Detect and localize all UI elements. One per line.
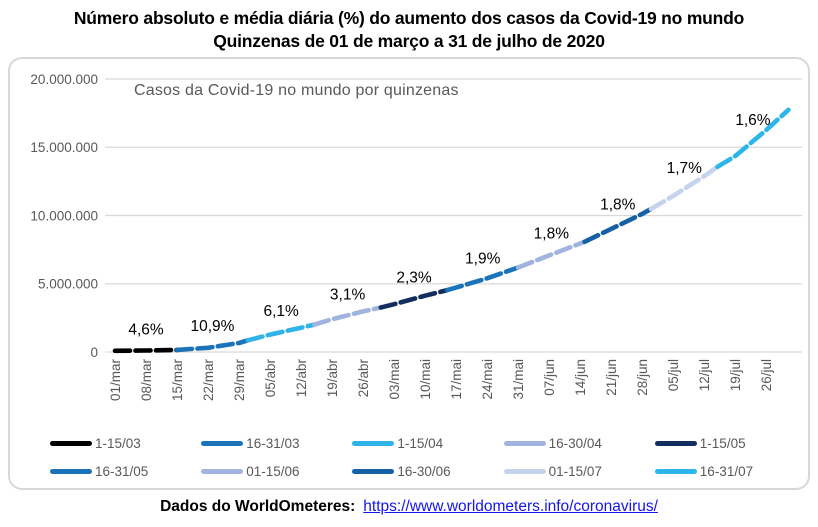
series-line-16-31/07 <box>715 107 791 170</box>
data-label: 1,8% <box>600 197 636 214</box>
data-label: 1,8% <box>534 226 570 243</box>
x-axis-tick-label: 19/abr <box>325 358 340 397</box>
legend-swatch-icon <box>503 441 546 446</box>
data-label: 1,7% <box>667 160 703 177</box>
x-axis-tick-label: 31/mai <box>511 359 526 400</box>
legend-swatch-icon <box>201 469 244 474</box>
chart-area: 20.000.000 15.000.000 10.000.000 5.000.000 0… <box>8 57 810 490</box>
y-axis-tick-label: 0 <box>90 345 98 360</box>
legend-item: 16-30/04 <box>503 433 655 454</box>
data-label: 1,6% <box>735 112 771 129</box>
legend-label: 01-15/07 <box>548 464 602 479</box>
legend-label: 16-31/05 <box>95 464 149 479</box>
legend-item: 16-31/03 <box>201 433 352 454</box>
x-axis-tick-label: 28/jun <box>635 359 650 396</box>
data-label: 6,1% <box>263 303 299 320</box>
x-axis-tick-label: 05/jul <box>666 359 681 391</box>
legend-label: 1-15/04 <box>397 436 444 451</box>
x-axis-tick-label: 03/mai <box>387 359 402 400</box>
line-chart-plot: 20.000.000 15.000.000 10.000.000 5.000.000 0… <box>30 72 802 402</box>
y-axis-tick-label: 20.000.000 <box>30 72 98 87</box>
series-line-16-30/06 <box>582 206 654 245</box>
legend-swatch-icon <box>654 441 697 446</box>
x-axis-tick-label: 15/mar <box>170 359 185 402</box>
source-link[interactable]: https://www.worldometers.info/coronaviru… <box>363 498 658 515</box>
legend-item: 1-15/04 <box>352 433 503 454</box>
x-axis-tick-label: 14/jun <box>573 359 588 396</box>
x-axis-tick-label: 21/jun <box>604 359 619 396</box>
legend-label: 1-15/03 <box>95 436 141 451</box>
x-axis-tick-label: 05/abr <box>263 358 278 397</box>
x-axis-tick-label: 07/jun <box>542 359 557 396</box>
legend-swatch-icon <box>201 441 244 446</box>
x-axis-tick-label: 26/jul <box>759 359 774 391</box>
legend-item: 16-30/06 <box>352 461 503 482</box>
legend-swatch-icon <box>654 469 697 474</box>
series-line-01-15/06 <box>515 239 587 270</box>
x-axis-tick-label: 26/abr <box>356 358 371 397</box>
series-line-16-30/04 <box>312 305 384 327</box>
data-label: 4,6% <box>128 322 164 339</box>
legend-label: 16-30/06 <box>397 464 451 479</box>
legend-label: 1-15/05 <box>699 436 746 451</box>
x-axis-tick-label: 12/abr <box>294 358 309 397</box>
legend-label: 01-15/06 <box>246 464 300 479</box>
series-line-16-31/03 <box>174 338 251 353</box>
covid-fortnight-chart-page: Número absoluto e média diária (%) do au… <box>0 0 818 516</box>
x-axis-tick-label: 10/mai <box>418 359 433 400</box>
legend-swatch-icon <box>352 441 395 446</box>
legend-swatch-icon <box>352 469 395 474</box>
page-title-line-2: Quinzenas de 01 de março a 31 de julho d… <box>213 31 605 51</box>
legend-item: 01-15/06 <box>201 461 352 482</box>
x-axis-tick-label: 22/mar <box>201 359 216 402</box>
x-axis-tick-label: 19/jul <box>728 359 743 391</box>
x-axis-tick-label: 12/jul <box>697 359 712 391</box>
series-line-01-15/07 <box>648 164 720 212</box>
page-title-line-1: Número absoluto e média diária (%) do au… <box>73 8 745 28</box>
x-axis-tick-label: 29/mar <box>232 359 247 402</box>
data-label: 10,9% <box>190 318 234 335</box>
page-title: Número absoluto e média diária (%) do au… <box>0 0 818 53</box>
legend-item: 16-31/05 <box>50 461 201 482</box>
x-axis-tick-label: 17/mai <box>449 359 464 400</box>
data-label: 2,3% <box>396 270 432 287</box>
series-line-1-15/05 <box>378 287 450 310</box>
legend-swatch-icon <box>50 469 92 474</box>
series-line-16-31/05 <box>445 265 521 293</box>
legend-label: 16-30/04 <box>548 436 602 451</box>
data-source-footer: Dados do WorldOmeteres: https://www.world… <box>0 498 818 516</box>
legend-label: 16-31/07 <box>699 464 754 479</box>
legend-item: 16-31/07 <box>654 461 806 482</box>
legend-item: 1-15/05 <box>654 433 806 454</box>
legend-item: 01-15/07 <box>503 461 655 482</box>
x-axis-tick-label: 24/mai <box>480 359 495 400</box>
x-axis-tick-label: 01/mar <box>108 359 123 402</box>
legend-item: 1-15/03 <box>50 433 201 454</box>
series-line-1-15/03 <box>112 347 180 354</box>
data-label: 3,1% <box>330 286 366 303</box>
chart-legend: 1-15/03 16-31/03 1-15/04 16-30/04 1-15/05 16-… <box>50 433 806 482</box>
source-label: Dados do WorldOmeteres: <box>160 498 356 515</box>
y-axis-tick-label: 5.000.000 <box>38 277 98 292</box>
series-line-1-15/04 <box>245 322 317 343</box>
legend-swatch-icon <box>503 469 546 474</box>
y-axis-tick-label: 10.000.000 <box>30 208 98 223</box>
data-label: 1,9% <box>465 251 501 268</box>
legend-swatch-icon <box>50 441 92 446</box>
chart-inner-title: Casos da Covid-19 no mundo por quinzenas <box>134 82 459 99</box>
legend-label: 16-31/03 <box>246 436 300 451</box>
y-axis-tick-label: 15.000.000 <box>30 140 98 155</box>
x-axis-tick-label: 08/mar <box>139 359 154 402</box>
